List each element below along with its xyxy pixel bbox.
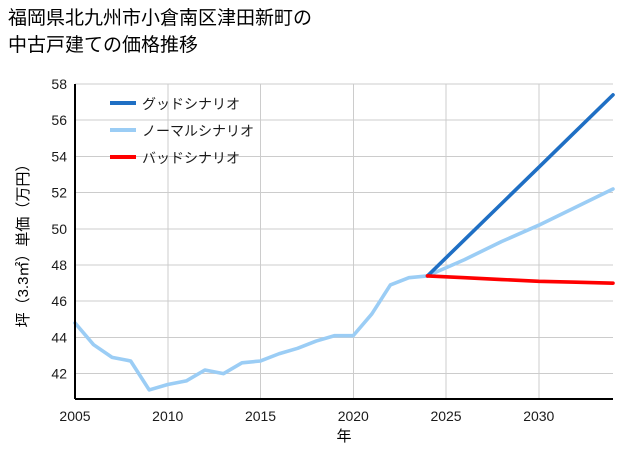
series-line: [73, 187, 615, 392]
y-tick-label: 48: [51, 257, 67, 273]
x-tick-labels: 2005 2010 2015 2020 2025 2030: [59, 408, 554, 424]
y-tick-labels: 42 44 46 48 50 52 54 56 58: [51, 76, 67, 382]
y-tick-label: 46: [51, 293, 67, 309]
legend-label-2: ノーマルシナリオ: [142, 123, 254, 139]
x-tick-label: 2020: [338, 408, 369, 424]
x-tick-label: 2015: [245, 408, 276, 424]
x-axis-label: 年: [336, 428, 351, 445]
x-tick-label: 2030: [523, 408, 554, 424]
x-tick-label: 2025: [430, 408, 461, 424]
series-line: [425, 93, 615, 278]
legend-label-1: グッドシナリオ: [142, 96, 240, 112]
y-tick-label: 54: [51, 148, 67, 164]
y-axis-label: 坪（3.3㎡）単価（万円）: [15, 157, 32, 328]
x-tick-label: 2010: [152, 408, 183, 424]
y-tick-label: 52: [51, 185, 67, 201]
series-group: [73, 93, 615, 392]
legend-label-3: バッドシナリオ: [142, 150, 240, 166]
y-tick-label: 44: [51, 329, 67, 345]
chart-title: 福岡県北九州市小倉南区津田新町の 中古戸建ての価格推移: [8, 8, 313, 56]
y-tick-label: 50: [51, 221, 67, 237]
series-line: [425, 274, 615, 285]
y-tick-label: 56: [51, 112, 67, 128]
y-tick-label: 42: [51, 366, 67, 382]
y-tick-label: 58: [51, 76, 67, 92]
axes-group: [73, 84, 613, 401]
x-tick-label: 2005: [59, 408, 90, 424]
